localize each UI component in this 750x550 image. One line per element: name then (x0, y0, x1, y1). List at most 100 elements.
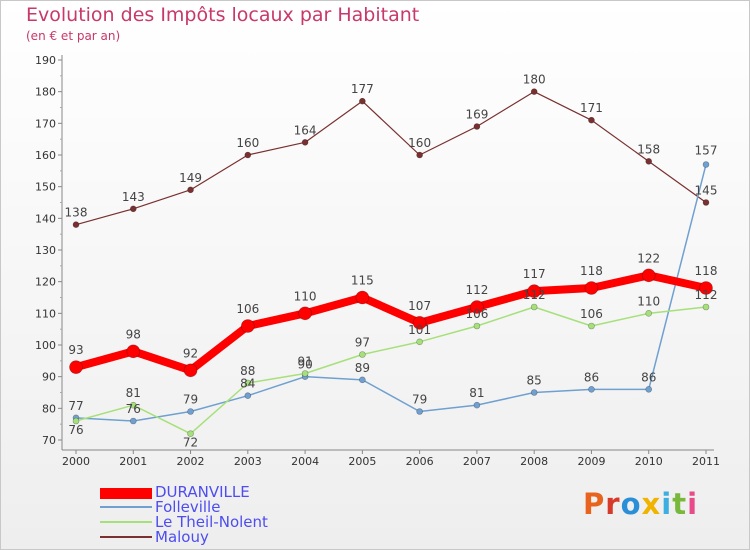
y-tick-label: 190 (35, 54, 56, 67)
data-point-malouy (359, 97, 366, 105)
data-label-malouy: 145 (695, 184, 718, 198)
data-point-duranville (183, 363, 198, 378)
y-tick-label: 120 (35, 276, 56, 289)
series-line-folleville (75, 164, 707, 422)
y-tick-label: 100 (35, 339, 56, 352)
data-point-folleville (530, 389, 538, 396)
y-tick-label: 90 (42, 371, 56, 384)
data-label-folleville: 85 (527, 374, 542, 388)
data-label-le-theil-nolent: 88 (240, 364, 255, 378)
data-label-folleville: 86 (641, 370, 656, 384)
legend-swatch (100, 506, 152, 508)
data-label-duranville: 92 (183, 346, 198, 360)
data-label-le-theil-nolent: 106 (580, 307, 603, 321)
data-point-le-theil-nolent (473, 322, 481, 330)
data-point-folleville (359, 376, 366, 384)
data-point-duranville (641, 268, 656, 283)
data-point-malouy (702, 199, 710, 206)
data-label-folleville: 79 (183, 393, 198, 407)
data-point-malouy (301, 139, 309, 146)
data-point-le-theil-nolent (530, 303, 538, 311)
y-tick-label: 180 (35, 86, 56, 99)
x-tick-label: 2005 (348, 455, 376, 468)
data-point-le-theil-nolent (702, 303, 710, 311)
data-label-folleville: 157 (695, 144, 718, 158)
series-line-malouy (75, 91, 707, 226)
data-point-malouy (244, 151, 252, 159)
x-tick-label: 2008 (520, 455, 548, 468)
data-label-le-theil-nolent: 72 (183, 436, 198, 450)
series-layer (69, 88, 713, 437)
proxiti-logo: Proxiti (583, 487, 699, 521)
data-label-duranville: 118 (580, 264, 603, 278)
data-point-duranville (298, 306, 312, 321)
x-tick-label: 2006 (406, 455, 434, 468)
data-point-duranville (69, 360, 83, 374)
legend-label: DURANVILLE (155, 483, 250, 501)
data-point-malouy (416, 151, 423, 159)
data-point-folleville (473, 401, 481, 409)
legend-label: Malouy (155, 528, 209, 546)
axes: 70 80 90 100 110 120 130 140 150 160 170 180 190 2000… (35, 54, 720, 468)
data-label-malouy: 169 (465, 108, 488, 122)
data-label-le-theil-nolent: 112 (523, 288, 546, 302)
data-label-folleville: 89 (355, 361, 370, 375)
y-tick-label: 140 (35, 212, 56, 225)
x-tick-label: 2007 (463, 455, 491, 468)
data-label-folleville: 81 (469, 386, 484, 400)
data-point-folleville (244, 392, 252, 399)
data-label-duranville: 122 (637, 251, 660, 265)
data-label-le-theil-nolent: 101 (408, 323, 431, 337)
y-tick-label: 70 (42, 434, 56, 447)
data-point-folleville (187, 408, 194, 415)
data-point-malouy (129, 205, 137, 213)
data-label-le-theil-nolent: 106 (465, 307, 488, 321)
data-label-folleville: 76 (126, 402, 141, 416)
data-label-le-theil-nolent: 76 (68, 423, 83, 437)
chart-subtitle: (en € et par an) (26, 29, 121, 43)
data-label-duranville: 106 (236, 302, 259, 316)
data-point-le-theil-nolent (129, 401, 137, 409)
data-label-duranville: 115 (351, 274, 374, 288)
data-point-folleville (702, 161, 710, 168)
data-label-malouy: 177 (351, 82, 374, 96)
series-line-duranville (74, 271, 707, 375)
x-tick-label: 2001 (119, 455, 147, 468)
data-label-malouy: 143 (122, 190, 145, 204)
data-point-malouy (588, 116, 595, 124)
data-label-malouy: 138 (65, 206, 88, 220)
data-point-duranville (470, 300, 484, 314)
x-tick-label: 2011 (692, 455, 720, 468)
x-tick-label: 2004 (291, 455, 319, 468)
data-point-folleville (588, 386, 595, 393)
data-label-duranville: 110 (294, 289, 317, 303)
data-label-duranville: 93 (68, 343, 83, 357)
data-point-duranville (126, 344, 141, 359)
data-label-malouy: 158 (637, 142, 660, 156)
x-tick-label: 2003 (234, 455, 262, 468)
data-label-le-theil-nolent: 91 (297, 355, 312, 369)
data-point-malouy (72, 221, 80, 228)
data-point-le-theil-nolent (72, 417, 80, 425)
data-point-le-theil-nolent (301, 370, 309, 377)
x-tick-label: 2000 (62, 455, 90, 468)
y-tick-label: 80 (42, 402, 56, 415)
data-point-folleville (129, 417, 137, 425)
data-point-le-theil-nolent (416, 338, 423, 346)
data-label-folleville: 84 (240, 377, 255, 391)
data-label-duranville: 112 (465, 283, 488, 297)
data-point-folleville (416, 408, 423, 415)
y-tick-label: 160 (35, 149, 56, 162)
data-point-le-theil-nolent (244, 379, 252, 387)
data-point-malouy (187, 186, 194, 194)
data-label-malouy: 171 (580, 101, 603, 115)
data-label-malouy: 160 (408, 136, 431, 150)
legend-swatch (100, 536, 152, 538)
data-label-malouy: 180 (523, 73, 546, 87)
data-label-duranville: 118 (695, 264, 718, 278)
legend-swatch (100, 488, 152, 499)
legend-swatch (100, 521, 152, 523)
data-label-duranville: 98 (126, 327, 141, 341)
